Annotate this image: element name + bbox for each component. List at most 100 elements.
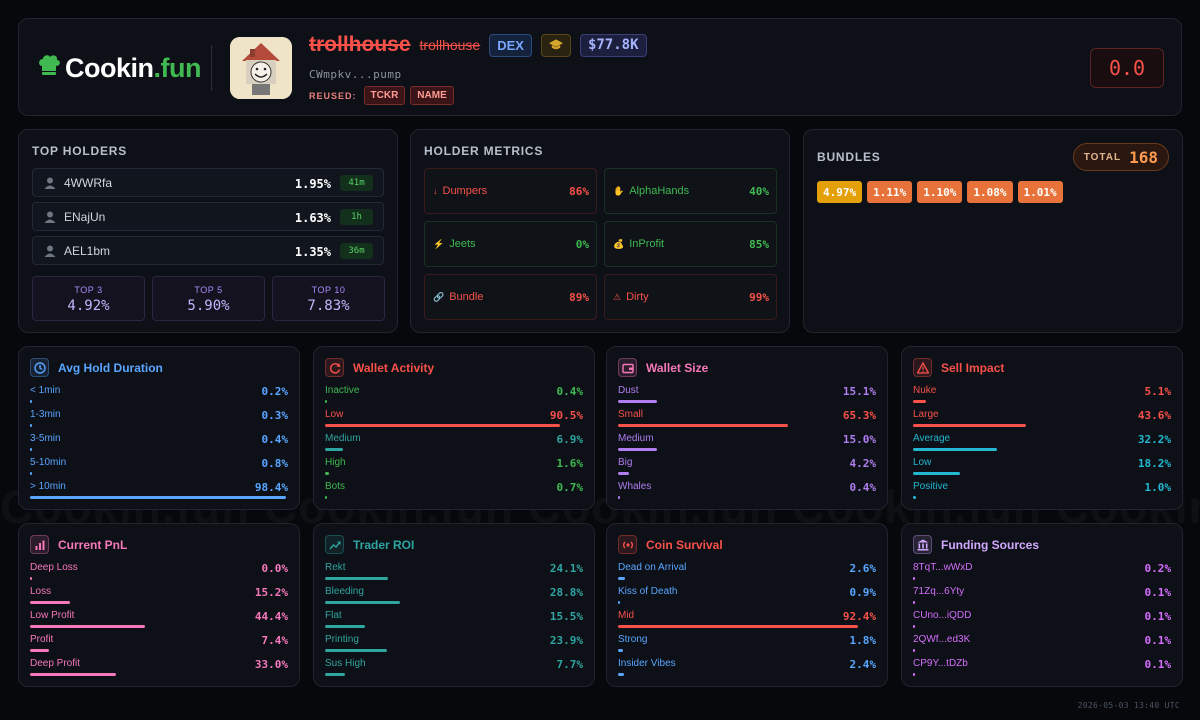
row-bar — [325, 577, 388, 580]
stat-row: Medium 15.0% — [618, 433, 876, 457]
metric-jeets: ⚡ Jeets 0% — [424, 221, 597, 267]
row-value: 23.9% — [549, 634, 583, 647]
row-bar — [618, 400, 657, 403]
holder-row[interactable]: 4WWRfa 1.95% 41m — [32, 168, 384, 197]
row-bar — [913, 577, 915, 580]
row-label: CP9Y...tDZb — [913, 658, 968, 669]
stat-row: Bots 0.7% — [325, 481, 583, 505]
stat-row: Mid 92.4% — [618, 610, 876, 634]
current-pnl-card: Current PnL Deep Loss 0.0% Loss 15.2% Low Pro… — [18, 523, 300, 687]
card-rows: Rekt 24.1% Bleeding 28.8% Flat 15.5% Printing 2… — [325, 562, 583, 682]
bundle-chip[interactable]: 4.97% — [817, 181, 863, 203]
stat-row: Small 65.3% — [618, 409, 876, 433]
bundle-chip[interactable]: 1.08% — [967, 181, 1013, 203]
row-label: Low — [913, 457, 932, 468]
risk-score: 0.0 — [1090, 48, 1164, 88]
top5-value: 5.90% — [187, 298, 230, 314]
row-bar — [618, 649, 623, 652]
metric-value: 99% — [749, 291, 769, 304]
card-rows: Dead on Arrival 2.6% Kiss of Death 0.9% Mid 9… — [618, 562, 876, 682]
reused-name-badge: NAME — [410, 86, 454, 105]
row-value: 6.9% — [556, 433, 584, 446]
stat-row: Low 90.5% — [325, 409, 583, 433]
row-label: Bleeding — [325, 586, 364, 597]
stat-row: Whales 0.4% — [618, 481, 876, 505]
row-value: 32.2% — [1137, 433, 1171, 446]
reused-row: REUSED: TCKR NAME — [309, 86, 454, 105]
holder-pct: 1.35% — [294, 245, 331, 259]
holder-row[interactable]: ENajUn 1.63% 1h — [32, 202, 384, 231]
row-bar — [618, 601, 620, 604]
stat-row: Bleeding 28.8% — [325, 586, 583, 610]
brand-logo[interactable]: Cookin.fun — [37, 53, 201, 84]
stat-row: Rekt 24.1% — [325, 562, 583, 586]
holder-row[interactable]: AEL1bm 1.35% 36m — [32, 236, 384, 265]
stat-row: Positive 1.0% — [913, 481, 1171, 505]
bundles-title: BUNDLES — [817, 150, 881, 164]
card-rows: < 1min 0.2% 1-3min 0.3% 3-5min 0.4% 5-10min 0.8… — [30, 385, 288, 505]
row-bar — [913, 601, 915, 604]
row-bar — [30, 400, 32, 403]
row-label: Dead on Arrival — [618, 562, 687, 573]
bundle-chip[interactable]: 1.01% — [1017, 181, 1063, 203]
row-value: 33.0% — [254, 658, 288, 671]
holder-name: ENajUn — [64, 210, 106, 224]
header-divider — [211, 45, 212, 91]
row-bar — [30, 472, 32, 475]
card-header: Avg Hold Duration — [30, 358, 163, 377]
holder-age-badge: 36m — [340, 243, 373, 259]
metric-value: 89% — [569, 291, 589, 304]
holder-age-badge: 1h — [340, 209, 373, 225]
token-address[interactable]: CWmpkv...pump — [309, 68, 402, 81]
row-label: Kiss of Death — [618, 586, 678, 597]
card-header: Sell Impact — [913, 358, 1004, 377]
token-title-row: trollhouse trollhouse DEX $77.8K — [309, 33, 647, 57]
bundles-total-badge: TOTAL 168 — [1072, 143, 1169, 171]
card-rows: 8TqT...wWxD 0.2% 71Zq...6Yty 0.1% CUno...iQD… — [913, 562, 1171, 682]
brand-name: Cookin.fun — [65, 53, 201, 83]
row-label: Positive — [913, 481, 949, 492]
row-bar — [30, 496, 286, 499]
row-value: 0.4% — [849, 481, 877, 494]
stat-row: < 1min 0.2% — [30, 385, 288, 409]
row-bar — [618, 577, 625, 580]
stat-row: Dead on Arrival 2.6% — [618, 562, 876, 586]
row-label: 71Zq...6Yty — [913, 586, 965, 597]
row-value: 15.0% — [842, 433, 876, 446]
row-value: 0.0% — [261, 562, 289, 575]
row-label: Deep Loss — [30, 562, 78, 573]
stat-row: 5-10min 0.8% — [30, 457, 288, 481]
row-bar — [325, 400, 327, 403]
stat-row: Insider Vibes 2.4% — [618, 658, 876, 682]
row-bar — [618, 496, 620, 499]
card-header: Wallet Size — [618, 358, 708, 377]
row-label: Loss — [30, 586, 52, 597]
row-value: 90.5% — [549, 409, 583, 422]
row-value: 0.7% — [556, 481, 584, 494]
bundle-chip[interactable]: 1.10% — [917, 181, 963, 203]
sell-impact-card: Sell Impact Nuke 5.1% Large 43.6% Average 32.2… — [901, 346, 1183, 510]
metric-label-text: Jeets — [449, 238, 476, 250]
metric-label: ↓ Dumpers — [433, 185, 487, 197]
top3-value: 4.92% — [67, 298, 110, 314]
row-label: 8TqT...wWxD — [913, 562, 973, 573]
user-icon — [43, 244, 57, 258]
row-value: 0.4% — [556, 385, 584, 398]
stat-row: CUno...iQDD 0.1% — [913, 610, 1171, 634]
row-value: 1.0% — [1144, 481, 1172, 494]
footer-timestamp: 2026-05-03 13:40 UTC — [1077, 701, 1180, 710]
dex-badge[interactable]: DEX — [489, 33, 532, 57]
bundle-chip[interactable]: 1.11% — [867, 181, 913, 203]
metric-label-text: AlphaHands — [629, 185, 690, 197]
top10-value: 7.83% — [307, 298, 350, 314]
row-value: 0.4% — [261, 433, 289, 446]
row-bar — [913, 625, 915, 628]
row-bar — [913, 424, 1026, 427]
refresh-icon — [325, 358, 344, 377]
wallet-size-card: Wallet Size Dust 15.1% Small 65.3% Medium 15.0… — [606, 346, 888, 510]
stat-row: Low 18.2% — [913, 457, 1171, 481]
chef-hat-icon — [37, 54, 61, 83]
user-icon — [43, 176, 57, 190]
row-bar — [618, 625, 858, 628]
holder-pct: 1.63% — [294, 211, 331, 225]
